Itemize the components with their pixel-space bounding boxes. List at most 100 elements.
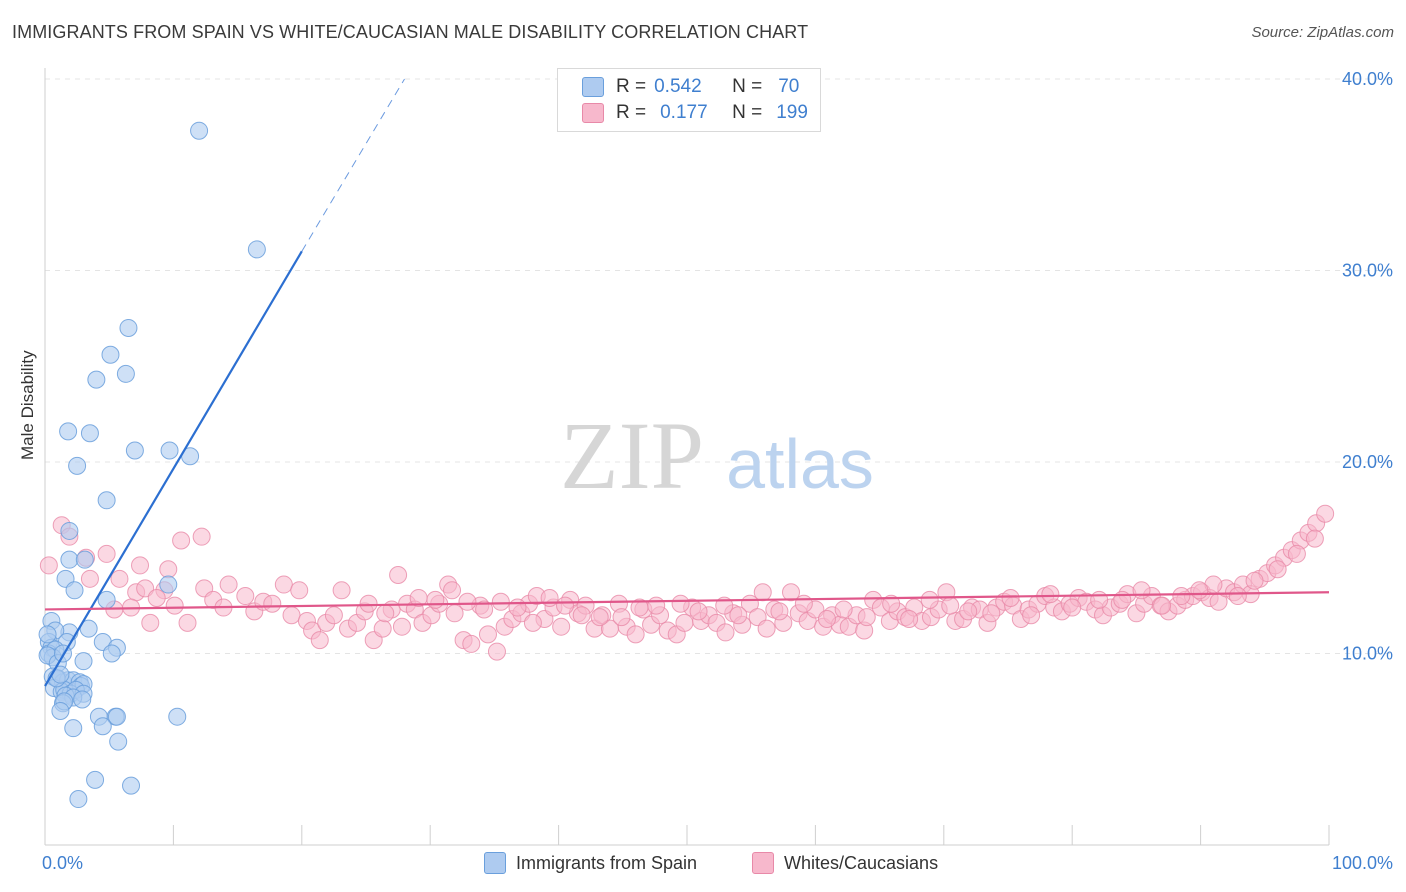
whites-point [219,575,238,594]
whites-point [1063,598,1082,617]
tick-labels: 10.0% 20.0% 30.0% 40.0% 0.0% 100.0% [42,69,1393,873]
whites-point [80,569,99,588]
n-label: N = [732,76,763,97]
stats-legend-row-whites: R = 0.177 N = 199 [582,101,808,125]
whites-point [263,594,282,613]
spain-point [125,441,144,460]
r-value: 0.177 [660,102,708,123]
whites-point [612,608,631,627]
n-value: 70 [778,76,800,97]
whites-point [572,606,591,625]
whites-point [523,613,542,632]
whites-point [626,625,645,644]
spain-trend-line [44,250,303,687]
whites-point [540,588,559,607]
whites-point [274,575,293,594]
bottom-legend: Immigrants from Spain Whites/Caucasians [0,852,1406,878]
spain-point [65,581,84,600]
whites-point [1001,588,1020,607]
whites-point [1190,581,1209,600]
whites-point [110,569,129,588]
watermark-zip: ZIP [560,402,704,509]
stats-legend-row-spain: R = 0.542 N = 70 [582,75,799,99]
whites-point [1305,529,1324,548]
whites-point [794,594,813,613]
spain-point [68,456,87,475]
whites-point [630,598,649,617]
whites-point [729,606,748,625]
spain-point [60,521,79,540]
whites-point [282,606,301,625]
spain-point [119,318,138,337]
spain-point [109,732,128,751]
whites-point [443,581,462,600]
n-label: N = [732,102,763,123]
spain-point [69,790,88,809]
gridlines [45,78,1392,654]
whites-point [556,596,575,615]
legend-swatch-spain [582,77,604,97]
whites-point [376,604,395,623]
whites-point [1268,560,1287,579]
whites-point [900,610,919,629]
whites-point [359,594,378,613]
spain-point [102,644,121,663]
whites-point [192,527,211,546]
whites-point [332,581,351,600]
n-value: 199 [776,102,808,123]
whites-point [1022,606,1041,625]
whites-point [462,634,481,653]
bottom-legend-whites: Whites/Caucasians [752,852,938,874]
whites-point [590,608,609,627]
spain-point [73,690,92,709]
y-tick-label: 40.0% [1342,69,1393,89]
whites-point [409,588,428,607]
whites-point [324,606,343,625]
r-label: R = [616,76,647,97]
spain-point [159,575,178,594]
whites-point [458,592,477,611]
chart-title: IMMIGRANTS FROM SPAIN VS WHITE/CAUCASIAN… [12,22,809,42]
whites-point [753,583,772,602]
whites-point [147,588,166,607]
whites-point [478,625,497,644]
whites-trend-line [44,591,1330,611]
bottom-legend-spain: Immigrants from Spain [484,852,697,874]
whites-point [857,608,876,627]
whites-point [817,610,836,629]
whites-point [941,596,960,615]
spain-point [93,717,112,736]
y-axis-label: Male Disability [18,350,37,460]
whites-point [1245,571,1264,590]
source-label: Source: ZipAtlas.com [1251,24,1394,41]
whites-point [389,565,408,584]
whites-point [172,531,191,550]
y-tick-label: 20.0% [1342,452,1393,472]
whites-point [959,602,978,621]
spain-point [64,719,83,738]
spain-point [75,550,94,569]
spain-point [122,776,141,795]
whites-point [97,544,116,563]
spain-point [59,422,78,441]
legend-swatch-whites [582,103,604,123]
spain-point [190,121,209,140]
whites-point [290,581,309,600]
whites-point [671,594,690,613]
spain-point [38,625,57,644]
x-tick-label: 0.0% [42,853,83,873]
whites-point [716,623,735,642]
series-whites-points [39,504,1335,661]
r-value: 0.542 [654,76,702,97]
y-tick-label: 10.0% [1342,644,1393,664]
stats-legend: R = 0.542 N = 70 R = 0.177 N = 199 [557,68,821,132]
trend-lines [44,78,1330,687]
spain-point [107,707,126,726]
spain-point [97,491,116,510]
whites-point [1287,544,1306,563]
whites-point [373,619,392,638]
whites-point [782,583,801,602]
whites-point [310,631,329,650]
whites-point [508,598,527,617]
